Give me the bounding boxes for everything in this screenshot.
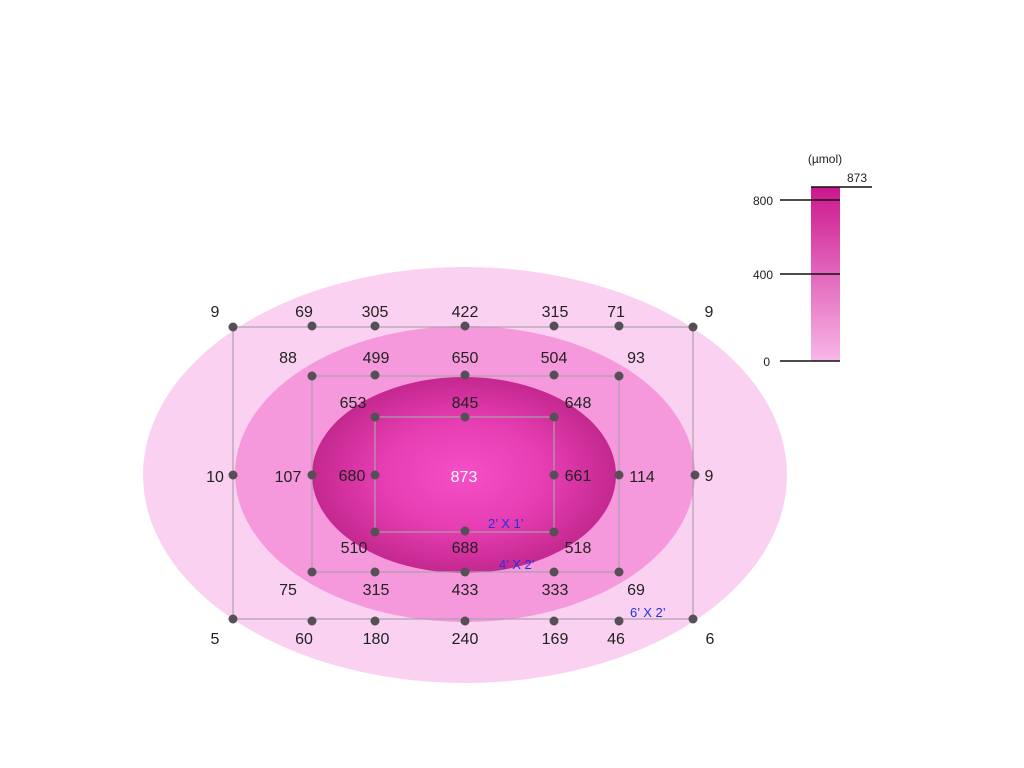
point xyxy=(549,321,559,331)
center-value: 873 xyxy=(451,469,478,486)
point xyxy=(549,370,559,380)
scale-tick-label: 0 xyxy=(763,355,770,369)
point xyxy=(370,412,380,422)
point xyxy=(460,616,470,626)
point xyxy=(228,470,238,480)
value-label: 9 xyxy=(705,468,714,485)
value-label: 650 xyxy=(452,350,479,367)
value-label: 6 xyxy=(706,631,715,648)
inner-bottom-values: 510 688 518 xyxy=(341,540,592,557)
measurement-points xyxy=(228,321,700,626)
scale-tick-label: 800 xyxy=(753,194,773,208)
point xyxy=(614,321,624,331)
value-label: 5 xyxy=(211,631,220,648)
point xyxy=(460,370,470,380)
center-row-values: 10 107 680 873 661 114 9 xyxy=(206,468,713,486)
point xyxy=(690,470,700,480)
value-label: 845 xyxy=(452,395,479,412)
value-label: 9 xyxy=(705,304,714,321)
scale-tick-label: 400 xyxy=(753,268,773,282)
value-label: 93 xyxy=(627,350,645,367)
point xyxy=(370,321,380,331)
point xyxy=(460,412,470,422)
point xyxy=(307,321,317,331)
value-label: 305 xyxy=(362,304,389,321)
value-label: 69 xyxy=(295,304,313,321)
middle-bottom-values: 75 315 433 333 69 xyxy=(279,582,645,599)
value-label: 75 xyxy=(279,582,297,599)
value-label: 653 xyxy=(340,395,367,412)
value-label: 169 xyxy=(542,631,569,648)
value-label: 71 xyxy=(607,304,625,321)
point xyxy=(549,567,559,577)
value-label: 10 xyxy=(206,469,224,486)
point xyxy=(549,412,559,422)
point xyxy=(370,567,380,577)
value-label: 240 xyxy=(452,631,479,648)
value-label: 680 xyxy=(339,468,366,485)
value-label: 648 xyxy=(565,395,592,412)
value-label: 9 xyxy=(211,304,220,321)
point xyxy=(370,527,380,537)
value-label: 433 xyxy=(452,582,479,599)
point xyxy=(370,370,380,380)
value-label: 315 xyxy=(363,582,390,599)
point xyxy=(307,470,317,480)
value-label: 69 xyxy=(627,582,645,599)
value-label: 60 xyxy=(295,631,313,648)
grid-label-4x2: 4’ X 2’ xyxy=(499,557,535,572)
point xyxy=(307,567,317,577)
value-label: 518 xyxy=(565,540,592,557)
point xyxy=(614,371,624,381)
value-label: 688 xyxy=(452,540,479,557)
value-label: 504 xyxy=(541,350,568,367)
point xyxy=(370,470,380,480)
inner-zone xyxy=(312,377,616,573)
point xyxy=(460,321,470,331)
point xyxy=(228,614,238,624)
value-label: 46 xyxy=(607,631,625,648)
scale-unit: (µmol) xyxy=(808,152,842,166)
point xyxy=(549,527,559,537)
color-scale: (µmol) 873 800 400 0 xyxy=(753,152,872,369)
outer-bottom-values: 5 60 180 240 169 46 6 xyxy=(211,631,715,648)
point xyxy=(614,616,624,626)
point xyxy=(688,614,698,624)
inner-top-values: 653 845 648 xyxy=(340,395,592,412)
point xyxy=(549,616,559,626)
value-label: 333 xyxy=(542,582,569,599)
point xyxy=(307,616,317,626)
point xyxy=(614,567,624,577)
point xyxy=(549,470,559,480)
value-label: 88 xyxy=(279,350,297,367)
grid-label-2x1: 2’ X 1’ xyxy=(488,516,524,531)
point xyxy=(688,322,698,332)
point xyxy=(460,526,470,536)
point xyxy=(307,371,317,381)
point xyxy=(370,616,380,626)
value-label: 180 xyxy=(363,631,390,648)
value-label: 315 xyxy=(542,304,569,321)
point xyxy=(228,322,238,332)
grid-label-6x2: 6’ X 2’ xyxy=(630,605,666,620)
scale-max-label: 873 xyxy=(847,171,867,185)
value-label: 510 xyxy=(341,540,368,557)
outer-top-values: 9 69 305 422 315 71 9 xyxy=(211,304,714,321)
value-label: 661 xyxy=(565,468,592,485)
value-label: 422 xyxy=(452,304,479,321)
point xyxy=(460,567,470,577)
value-label: 499 xyxy=(363,350,390,367)
value-label: 107 xyxy=(275,469,302,486)
middle-top-values: 88 499 650 504 93 xyxy=(279,350,645,367)
value-label: 114 xyxy=(629,469,655,486)
point xyxy=(614,470,624,480)
